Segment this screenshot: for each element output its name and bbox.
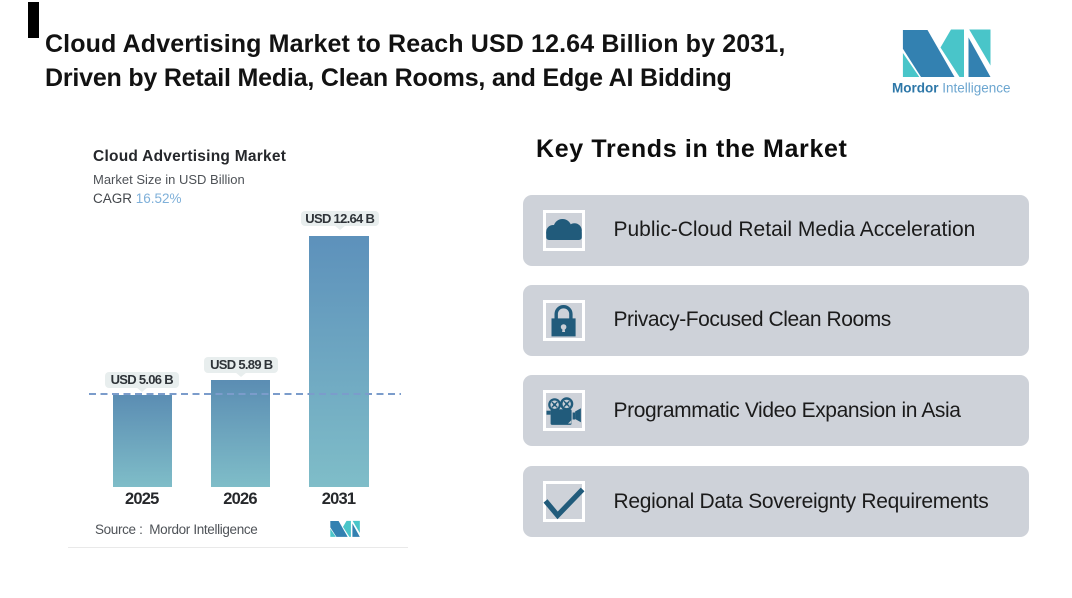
- svg-text:Mordor Intelligence: Mordor Intelligence: [892, 81, 1011, 96]
